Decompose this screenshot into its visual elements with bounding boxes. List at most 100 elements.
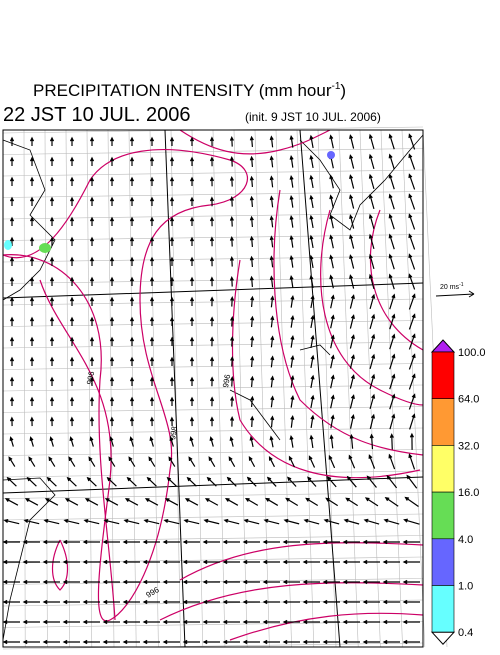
wind-arrow bbox=[386, 475, 398, 489]
wind-arrow bbox=[169, 156, 175, 166]
grid-line bbox=[380, 129, 403, 648]
wind-arrow bbox=[249, 155, 254, 167]
wind-arrow bbox=[22, 639, 40, 645]
wind-arrow bbox=[309, 254, 314, 269]
wind-arrow bbox=[108, 456, 116, 467]
wind-arrow bbox=[49, 256, 55, 266]
wind-arrow bbox=[42, 579, 60, 585]
wind-arrow bbox=[89, 136, 95, 146]
wind-arrow bbox=[149, 236, 155, 246]
wind-arrow bbox=[309, 194, 314, 209]
wind-arrow bbox=[290, 355, 295, 368]
wind-arrow bbox=[249, 215, 254, 227]
wind-arrow bbox=[249, 195, 254, 207]
wind-arrow bbox=[368, 233, 375, 250]
wind-arrow bbox=[329, 434, 334, 449]
wind-arrow bbox=[402, 559, 420, 565]
wind-arrow bbox=[69, 256, 75, 266]
wind-arrow bbox=[330, 294, 335, 309]
wind-arrow bbox=[149, 336, 155, 346]
wind-arrow bbox=[250, 295, 255, 307]
wind-arrow bbox=[129, 436, 134, 447]
wind-arrow bbox=[189, 416, 195, 427]
wind-arrow bbox=[369, 333, 376, 350]
wind-arrow bbox=[302, 639, 320, 645]
wind-arrow bbox=[29, 196, 35, 206]
wind-arrow bbox=[189, 296, 195, 306]
wind-arrow bbox=[229, 136, 234, 147]
grid-line bbox=[44, 129, 48, 648]
wind-arrow bbox=[349, 354, 355, 369]
wind-arrow bbox=[209, 156, 215, 167]
wind-arrow bbox=[29, 376, 35, 386]
grid-line bbox=[2, 427, 424, 435]
wind-arrow bbox=[222, 539, 240, 545]
wind-arrow bbox=[368, 253, 375, 270]
wind-arrow bbox=[29, 176, 35, 186]
wind-arrow bbox=[189, 196, 195, 206]
wind-arrow bbox=[270, 355, 275, 368]
wind-arrow bbox=[408, 133, 416, 150]
wind-arrow bbox=[122, 619, 140, 625]
wind-arrow bbox=[282, 639, 300, 645]
wind-arrow bbox=[382, 599, 400, 605]
wind-arrow bbox=[49, 336, 55, 346]
wind-arrow bbox=[129, 136, 135, 146]
vector-scale-text: 20 ms bbox=[440, 284, 460, 291]
wind-arrow bbox=[129, 276, 135, 286]
wind-arrow bbox=[182, 639, 200, 645]
wind-arrow bbox=[183, 518, 200, 525]
wind-arrow bbox=[102, 579, 120, 585]
wind-arrow bbox=[290, 395, 295, 408]
wind-arrow bbox=[22, 579, 40, 585]
wind-arrow bbox=[149, 436, 154, 447]
wind-arrow bbox=[345, 497, 359, 507]
wind-arrow bbox=[285, 497, 299, 506]
wind-arrow bbox=[129, 236, 135, 246]
wind-arrow bbox=[349, 194, 355, 209]
wind-arrow bbox=[44, 498, 59, 506]
wind-arrow bbox=[222, 559, 240, 565]
grid-line bbox=[338, 129, 359, 648]
grid-line bbox=[23, 129, 26, 648]
grid-line bbox=[254, 129, 270, 648]
wind-arrow bbox=[109, 316, 115, 326]
wind-arrow bbox=[229, 156, 234, 167]
wind-arrow bbox=[89, 176, 95, 186]
grid-line bbox=[2, 599, 424, 607]
wind-arrow bbox=[323, 518, 340, 525]
colorbar-label: 32.0 bbox=[458, 440, 479, 452]
wind-arrow bbox=[224, 498, 239, 506]
wind-arrow bbox=[188, 456, 196, 467]
wind-arrow bbox=[129, 376, 135, 386]
wind-arrow bbox=[204, 498, 219, 506]
wind-arrow bbox=[29, 236, 35, 246]
wind-arrow bbox=[322, 579, 340, 585]
wind-arrow bbox=[169, 236, 175, 246]
latitude-line bbox=[2, 476, 424, 494]
wind-arrow bbox=[388, 273, 395, 290]
wind-arrow bbox=[129, 296, 135, 306]
wind-arrow bbox=[382, 579, 400, 585]
wind-arrow bbox=[69, 236, 75, 246]
wind-arrow bbox=[269, 235, 274, 248]
wind-arrow bbox=[129, 256, 135, 266]
wind-arrow bbox=[229, 216, 234, 227]
wind-arrow bbox=[29, 396, 35, 406]
wind-arrow bbox=[109, 236, 115, 246]
wind-arrow bbox=[89, 436, 94, 447]
wind-arrow bbox=[166, 476, 177, 487]
wind-arrow bbox=[342, 619, 360, 625]
wind-arrow bbox=[229, 276, 234, 287]
wind-arrow bbox=[369, 393, 376, 410]
wind-arrow bbox=[9, 156, 15, 166]
wind-arrow bbox=[265, 497, 279, 506]
wind-arrow bbox=[270, 375, 275, 388]
wind-arrow bbox=[46, 476, 57, 487]
wind-arrow bbox=[109, 216, 115, 226]
wind-arrow bbox=[109, 276, 115, 286]
wind-arrow bbox=[408, 453, 416, 470]
wind-arrow bbox=[109, 396, 115, 406]
wind-arrow bbox=[229, 236, 234, 247]
wind-arrow bbox=[289, 175, 294, 188]
